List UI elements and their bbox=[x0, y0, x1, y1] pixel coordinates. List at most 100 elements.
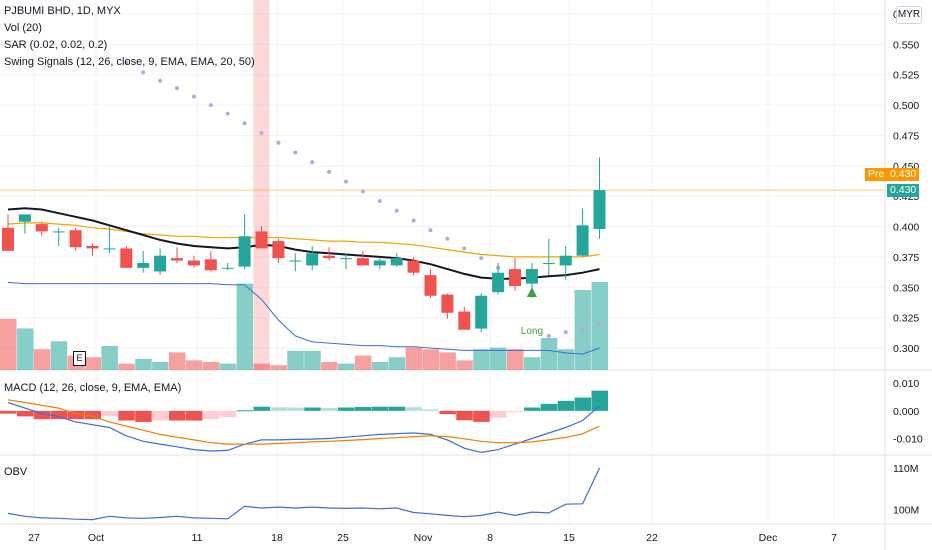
earnings-badge[interactable]: E bbox=[73, 351, 86, 366]
candle bbox=[424, 269, 437, 299]
sar-dot bbox=[428, 228, 433, 233]
candle bbox=[187, 255, 200, 268]
sar-dot bbox=[462, 246, 467, 251]
candle bbox=[18, 214, 31, 234]
ema-fast-line bbox=[7, 207, 600, 280]
volume-bar bbox=[287, 350, 304, 370]
candle-body bbox=[86, 245, 99, 249]
macd-histogram-bar bbox=[473, 410, 490, 422]
candle bbox=[255, 226, 268, 249]
sar-dot bbox=[563, 330, 568, 335]
candle-body bbox=[492, 272, 505, 293]
macd-tick-label: -0.010 bbox=[893, 434, 923, 446]
candle-body bbox=[373, 260, 386, 266]
candle bbox=[373, 258, 386, 270]
sar-dot bbox=[259, 131, 264, 136]
price-tick-label: 0.400 bbox=[893, 222, 919, 234]
candle bbox=[52, 227, 65, 246]
obv-tick-label: 100M bbox=[893, 505, 919, 517]
volume-bar bbox=[270, 365, 287, 370]
candle-body bbox=[238, 236, 251, 267]
volume-bar bbox=[591, 282, 608, 370]
macd-histogram-bar bbox=[490, 410, 507, 418]
macd-histogram-bar bbox=[67, 410, 85, 420]
candle-body bbox=[593, 190, 606, 229]
candle bbox=[407, 256, 420, 276]
obv-line bbox=[7, 467, 601, 521]
volume-bar bbox=[304, 350, 321, 370]
volume-bar bbox=[338, 363, 355, 370]
sar-dot bbox=[360, 189, 365, 194]
volume-bar bbox=[152, 362, 169, 370]
candle-body bbox=[441, 294, 454, 313]
candle-body bbox=[52, 231, 65, 233]
legend-swing-signals: Swing Signals (12, 26, close, 9, EMA, EM… bbox=[4, 56, 255, 68]
candle-body bbox=[289, 260, 302, 262]
last-price-tag: 0.430 bbox=[887, 184, 920, 197]
macd-histogram-bar bbox=[101, 410, 118, 417]
sar-dot bbox=[141, 70, 146, 75]
volume-bar bbox=[135, 358, 152, 370]
candle bbox=[137, 250, 150, 273]
candle bbox=[2, 214, 14, 251]
macd-histogram-bar bbox=[202, 410, 220, 420]
candle-body bbox=[306, 253, 319, 266]
candle bbox=[289, 253, 302, 272]
macd-histogram-bar bbox=[439, 410, 456, 415]
candle-body bbox=[187, 260, 200, 266]
candle-body bbox=[2, 227, 14, 251]
volume-bar bbox=[354, 355, 372, 370]
sar-dot bbox=[225, 111, 230, 116]
candle bbox=[238, 214, 251, 270]
macd-histogram-bar bbox=[118, 410, 135, 421]
candle bbox=[154, 248, 167, 276]
macd-histogram-bar bbox=[84, 410, 101, 420]
candle bbox=[103, 226, 116, 254]
price-tick-label: 0.550 bbox=[893, 39, 919, 51]
sar-dot bbox=[124, 60, 129, 65]
candle bbox=[35, 221, 48, 237]
candle bbox=[576, 208, 589, 257]
candle-body bbox=[221, 267, 234, 269]
candle bbox=[390, 253, 403, 267]
candle bbox=[120, 245, 133, 268]
candle bbox=[441, 293, 454, 319]
macd-line bbox=[7, 401, 600, 454]
legend-obv: OBV bbox=[4, 466, 28, 478]
macd-histogram-bar bbox=[253, 406, 270, 411]
time-tick-label: 8 bbox=[487, 532, 493, 544]
candle-body bbox=[204, 259, 217, 271]
volume-bar bbox=[185, 360, 203, 370]
sar-dot bbox=[191, 94, 196, 99]
price-tick-label: 0.500 bbox=[893, 100, 919, 112]
time-tick-label: 7 bbox=[831, 532, 837, 544]
candle-body bbox=[120, 248, 133, 268]
candle-body bbox=[458, 311, 471, 330]
candle-body bbox=[475, 295, 488, 329]
pre-market-price-tag: 0.430 bbox=[887, 168, 920, 181]
macd-histogram-bar bbox=[304, 407, 321, 411]
macd-histogram-bar bbox=[270, 407, 287, 411]
sar-dot bbox=[242, 121, 247, 126]
volume-bar bbox=[236, 283, 254, 370]
macd-histogram-bar bbox=[321, 408, 338, 411]
macd-histogram-bar bbox=[338, 407, 355, 411]
sar-dot bbox=[276, 140, 281, 145]
macd-histogram-bar bbox=[507, 410, 524, 413]
sar-dot bbox=[580, 326, 585, 331]
volume-bar bbox=[523, 357, 541, 370]
volume-bar bbox=[456, 360, 473, 370]
macd-histogram-bar bbox=[540, 403, 558, 411]
candle bbox=[69, 227, 82, 251]
ema-slow-line bbox=[7, 222, 600, 258]
macd-histogram-bar bbox=[371, 406, 389, 411]
currency-button[interactable]: MYR bbox=[896, 6, 922, 24]
macd-histogram-bar bbox=[591, 390, 608, 411]
candle bbox=[86, 243, 99, 256]
volume-bar bbox=[219, 363, 237, 370]
volume-bar bbox=[0, 318, 17, 370]
candle bbox=[340, 253, 352, 270]
macd-histogram-bar bbox=[169, 410, 186, 421]
volume-bar bbox=[540, 338, 558, 370]
